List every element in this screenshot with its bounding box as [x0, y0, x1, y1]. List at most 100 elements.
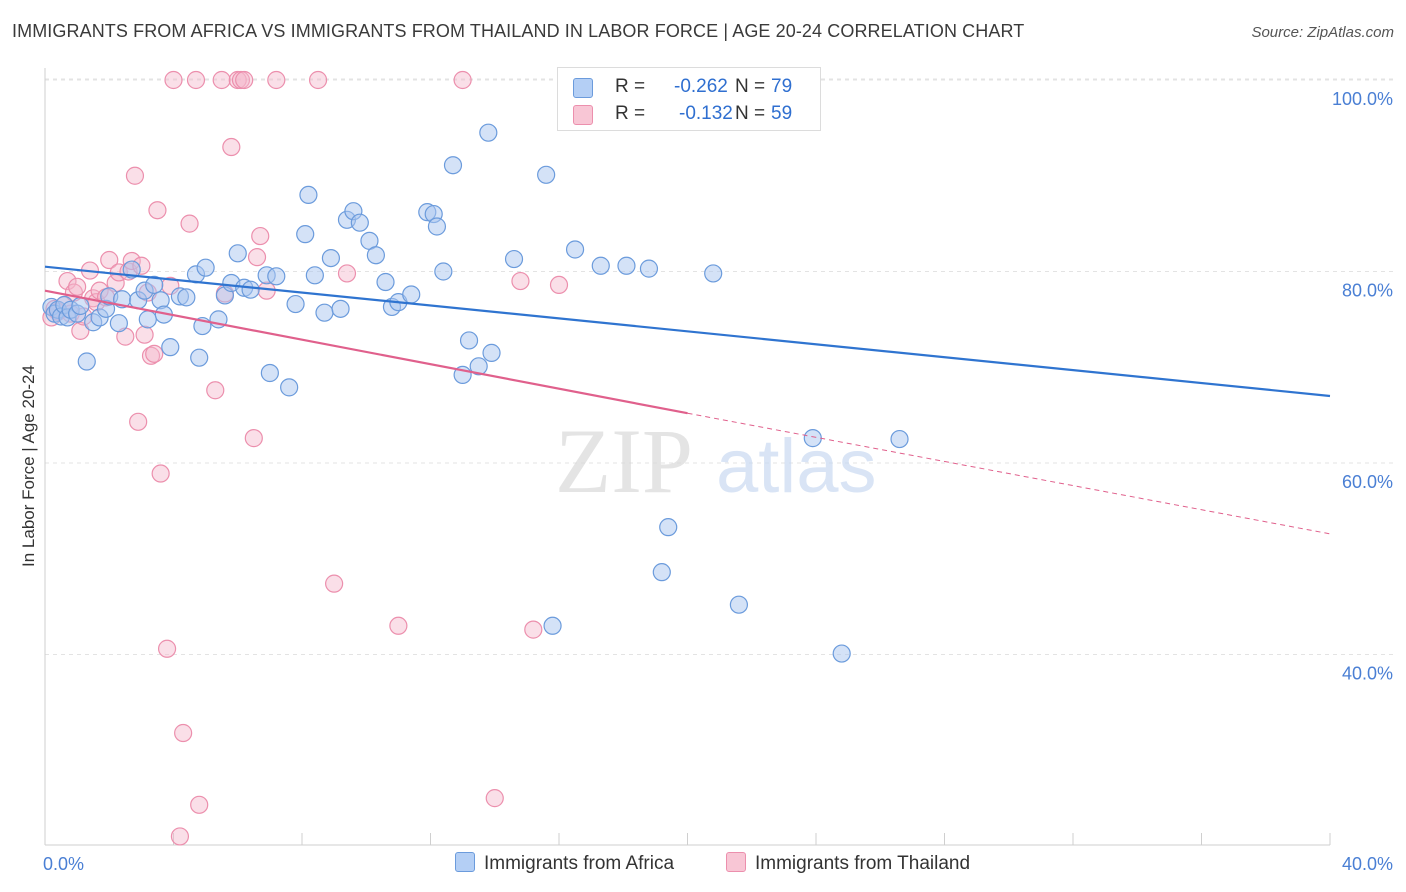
data-point-thailand: [125, 166, 145, 185]
trend-lines: [44, 265, 1331, 535]
data-point-thailand: [235, 70, 254, 90]
data-point-africa: [228, 244, 247, 263]
y-tick-label: 100.0%: [1332, 89, 1393, 109]
data-point-thailand: [100, 250, 119, 270]
data-point-africa: [659, 518, 678, 537]
africa-swatch: [573, 78, 593, 98]
data-point-africa: [479, 123, 498, 142]
watermark-atlas: atlas: [716, 424, 877, 509]
gridlines: [45, 78, 1393, 655]
n-label: N =: [735, 76, 766, 97]
data-point-thailand: [511, 271, 530, 291]
data-point-africa: [504, 249, 524, 269]
data-point-africa: [617, 256, 636, 275]
data-point-thailand: [170, 827, 190, 846]
legend-label-africa: Immigrants from Africa: [484, 853, 675, 874]
data-point-africa: [459, 331, 479, 350]
data-point-thailand: [68, 277, 87, 296]
data-point-africa: [196, 258, 215, 277]
data-point-africa: [177, 288, 196, 307]
data-point-africa: [350, 213, 369, 232]
data-point-africa: [366, 246, 385, 265]
data-point-thailand: [222, 137, 241, 157]
data-point-thailand: [186, 70, 206, 90]
data-point-africa: [331, 299, 350, 318]
data-point-thailand: [337, 264, 357, 283]
trend-line-africa: [44, 265, 1331, 398]
data-point-africa: [537, 165, 556, 184]
data-point-africa: [402, 285, 421, 304]
data-point-thailand: [180, 214, 199, 233]
trend-line-thailand: [44, 289, 688, 415]
chart-title: IMMIGRANTS FROM AFRICA VS IMMIGRANTS FRO…: [12, 21, 1025, 41]
stats-legend: R = -0.262 N = 79 R = -0.132 N = 59: [557, 67, 821, 131]
data-point-africa: [161, 338, 180, 357]
data-point-africa: [138, 310, 157, 329]
data-point-africa: [296, 225, 315, 244]
data-point-thailand: [212, 70, 231, 90]
data-point-africa: [260, 363, 279, 383]
data-point-thailand: [251, 226, 270, 246]
data-point-africa: [109, 314, 128, 333]
watermark: ZIP: [555, 410, 693, 512]
thailand-legend-swatch: [726, 852, 746, 872]
data-point-thailand: [389, 616, 408, 635]
data-point-africa: [729, 595, 749, 614]
data-point-thailand: [151, 464, 170, 483]
data-point-africa: [122, 260, 141, 279]
y-axis-label: In Labor Force | Age 20-24: [19, 365, 38, 567]
legend-item-thailand: Immigrants from Thailand: [726, 852, 970, 875]
data-point-africa: [639, 259, 659, 278]
data-point-africa: [321, 248, 341, 268]
data-point-thailand: [164, 70, 183, 90]
data-point-africa: [591, 256, 610, 275]
data-point-africa: [890, 429, 909, 449]
data-point-thailand: [157, 639, 177, 658]
r-label: R =: [615, 76, 646, 97]
tick-labels: 40.0% 60.0% 80.0% 100.0% 0.0% 40.0%: [43, 89, 1393, 874]
y-tick-label: 60.0%: [1342, 472, 1393, 492]
y-tick-label: 80.0%: [1342, 281, 1393, 301]
data-point-thailand: [549, 275, 569, 295]
data-point-thailand: [453, 70, 472, 90]
data-point-thailand: [145, 344, 164, 363]
data-point-africa: [280, 378, 299, 397]
data-point-thailand: [244, 429, 263, 448]
data-point-africa: [469, 357, 488, 376]
data-point-africa: [482, 343, 501, 362]
bottom-legend: Immigrants from Africa Immigrants from T…: [0, 850, 1406, 880]
n-value: 79: [771, 76, 793, 97]
axes: [44, 68, 1331, 846]
trend-line-thailand-extension: [687, 412, 1331, 535]
data-point-africa: [315, 303, 334, 322]
data-point-thailand: [247, 248, 267, 267]
data-point-africa: [376, 272, 395, 292]
data-point-africa: [565, 240, 585, 259]
data-point-thailand: [325, 574, 344, 593]
r-value: -0.262: [674, 76, 728, 97]
data-point-thailand: [58, 271, 77, 291]
data-point-africa: [434, 262, 453, 281]
data-point-thailand: [141, 346, 161, 365]
n-label: N =: [735, 103, 766, 124]
data-point-africa: [286, 294, 305, 314]
r-label: R =: [615, 103, 646, 124]
africa-legend-swatch: [455, 852, 475, 872]
data-point-africa: [267, 267, 286, 286]
data-point-africa: [241, 280, 260, 299]
x-tick-label: 0.0%: [43, 854, 84, 874]
data-point-africa: [704, 264, 723, 283]
data-point-africa: [299, 185, 318, 204]
data-point-thailand: [308, 70, 328, 90]
data-point-thailand: [485, 789, 504, 808]
data-point-africa: [190, 348, 209, 367]
chart-source: Source: ZipAtlas.com: [1251, 24, 1394, 41]
data-point-thailand: [135, 325, 154, 344]
data-point-thailand: [524, 620, 543, 639]
legend-label-thailand: Immigrants from Thailand: [755, 853, 971, 874]
n-value: 59: [771, 103, 793, 124]
x-tick-label: 40.0%: [1342, 854, 1393, 874]
data-point-africa: [145, 275, 164, 295]
data-point-africa: [443, 156, 463, 175]
